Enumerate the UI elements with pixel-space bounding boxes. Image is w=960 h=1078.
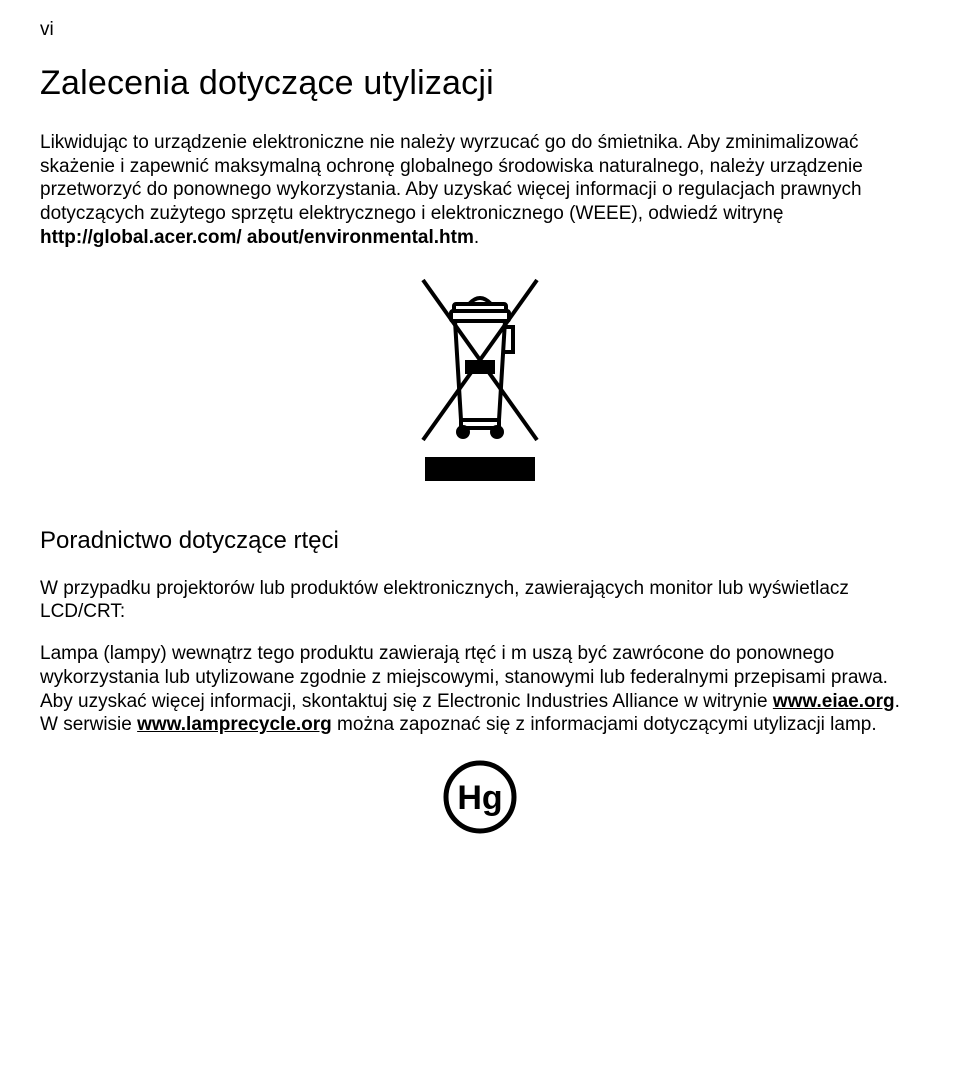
heading-mercury: Poradnictwo dotyczące rtęci	[40, 525, 920, 556]
page-number: vi	[40, 18, 920, 43]
weee-icon-container	[40, 272, 920, 494]
hg-icon-container: Hg	[40, 757, 920, 844]
weee-bin-icon	[405, 272, 555, 487]
heading-disposal: Zalecenia dotyczące utylizacji	[40, 61, 920, 105]
mercury-para1: W przypadku projektorów lub produktów el…	[40, 577, 920, 625]
hg-label: Hg	[457, 779, 502, 817]
intro-paragraph: Likwidując to urządzenie elektroniczne n…	[40, 131, 920, 250]
hg-mercury-icon: Hg	[440, 757, 520, 837]
mercury-para2: Lampa (lampy) wewnątrz tego produktu zaw…	[40, 642, 920, 737]
